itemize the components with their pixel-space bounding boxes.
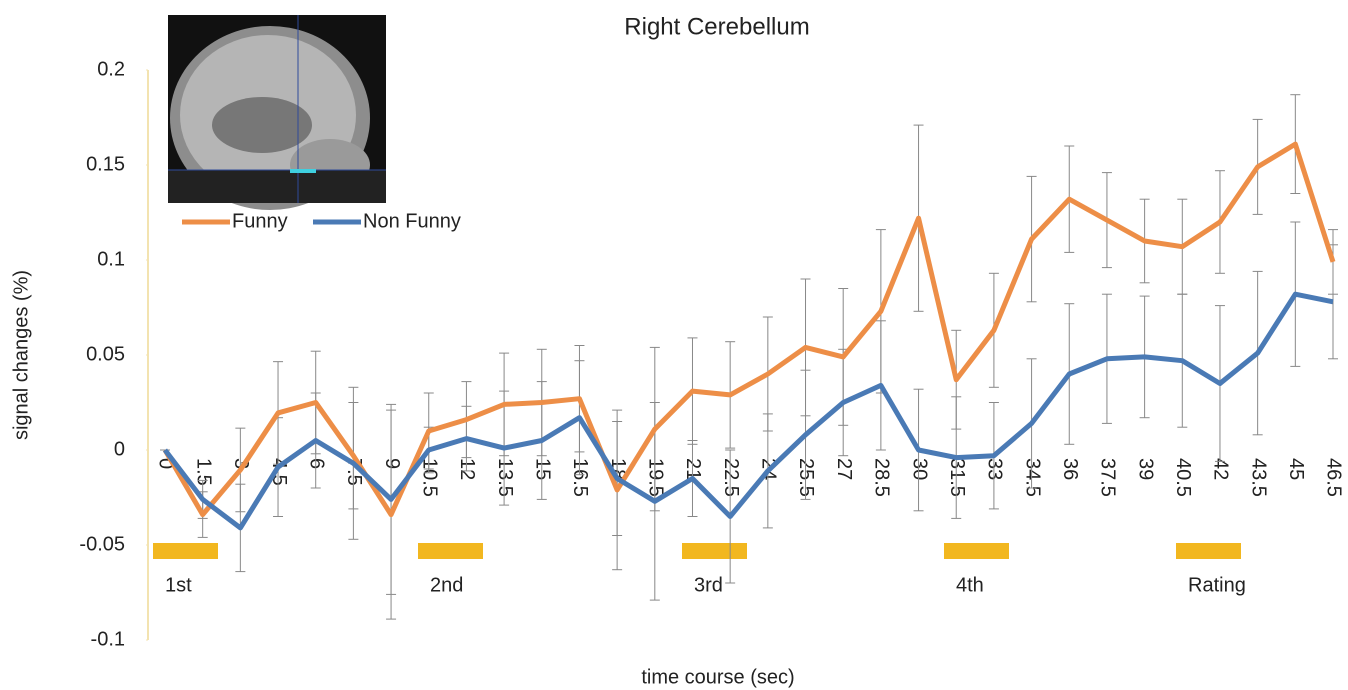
x-tick-label: 46.5 <box>1323 458 1345 497</box>
x-tick-label: 22.5 <box>720 458 742 497</box>
x-tick-label: 34.5 <box>1021 458 1043 497</box>
chart: Right Cerebellum time course (sec) signa… <box>0 0 1348 690</box>
y-axis-title: signal changes (%) <box>10 270 32 440</box>
x-tick-label: 10.5 <box>418 458 440 497</box>
legend-label: Funny <box>232 210 288 232</box>
x-tick-label: 12 <box>456 458 478 480</box>
x-tick-label: 13.5 <box>494 458 516 497</box>
x-tick-label: 25.5 <box>795 458 817 497</box>
x-tick-label: 45 <box>1285 458 1307 480</box>
x-tick-label: 33 <box>984 458 1006 480</box>
x-tick-label: 27 <box>833 458 855 480</box>
chart-title: Right Cerebellum <box>624 13 809 40</box>
annotation: 4th <box>956 574 984 596</box>
x-tick-label: 19.5 <box>645 458 667 497</box>
x-tick-label: 39 <box>1134 458 1156 480</box>
x-tick-label: 15 <box>531 458 553 480</box>
stimulus-bar <box>682 543 747 559</box>
x-tick-label: 30 <box>908 458 930 480</box>
y-tick-label: 0.1 <box>97 248 125 270</box>
x-tick-label: 31.5 <box>946 458 968 497</box>
stimulus-bar <box>418 543 483 559</box>
series-line <box>165 294 1333 528</box>
annotation: 1st <box>165 574 192 596</box>
x-tick-label: 1.5 <box>192 458 214 486</box>
x-tick-label: 9 <box>381 458 403 469</box>
x-tick-label: 6 <box>305 458 327 469</box>
x-tick-label: 28.5 <box>871 458 893 497</box>
stimulus-bar <box>944 543 1009 559</box>
legend-label: Non Funny <box>363 210 461 232</box>
annotation: Rating <box>1188 574 1246 596</box>
y-tick-label: 0.05 <box>86 343 125 365</box>
annotation: 3rd <box>694 574 723 596</box>
x-axis-title: time course (sec) <box>641 666 794 688</box>
y-tick-label: 0.15 <box>86 153 125 175</box>
y-tick-label: -0.05 <box>79 533 125 555</box>
x-tick-label: 40.5 <box>1172 458 1194 497</box>
stimulus-bar <box>1176 543 1241 559</box>
y-tick-label: -0.1 <box>91 628 125 650</box>
annotation: 2nd <box>430 574 463 596</box>
x-tick-label: 43.5 <box>1247 458 1269 497</box>
x-tick-label: 37.5 <box>1097 458 1119 497</box>
y-tick-label: 0.2 <box>97 58 125 80</box>
brain-image <box>168 15 386 210</box>
stimulus-bar <box>153 543 218 559</box>
y-tick-label: 0 <box>114 438 125 460</box>
x-tick-label: 16.5 <box>569 458 591 497</box>
x-tick-label: 36 <box>1059 458 1081 480</box>
